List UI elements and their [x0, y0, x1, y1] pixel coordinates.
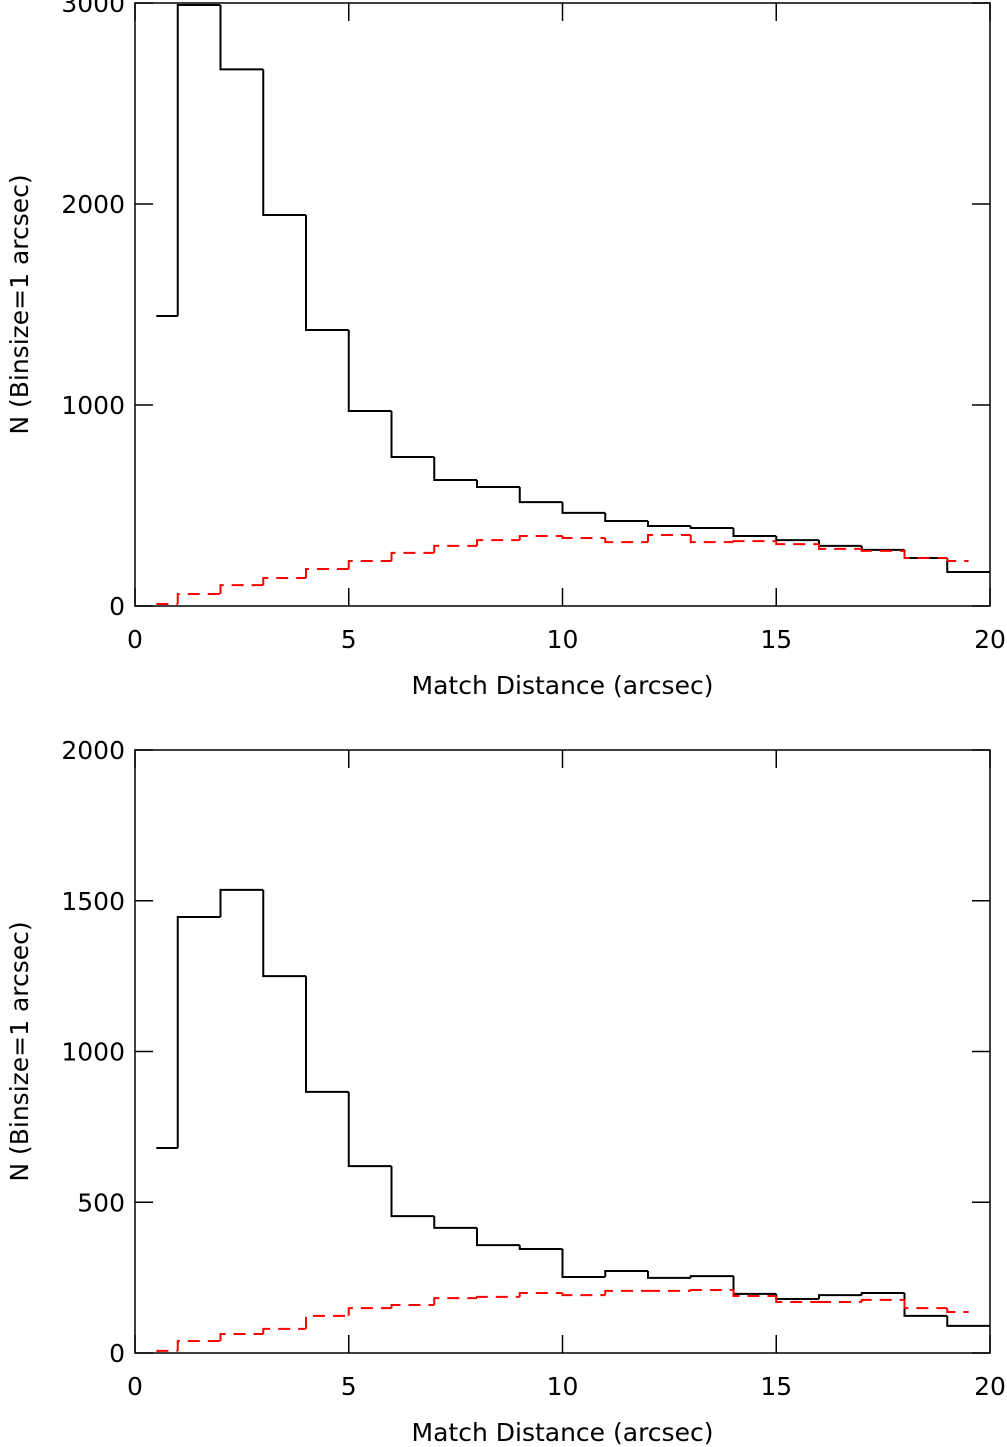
histogram-step	[604, 538, 648, 544]
histogram-step	[689, 1288, 734, 1291]
y-tick-label: 0	[109, 1339, 125, 1368]
histogram-step	[689, 526, 734, 530]
y-tick-label: 1000	[61, 391, 125, 420]
histogram-step	[689, 535, 734, 544]
histogram-step	[946, 557, 990, 574]
histogram-step	[433, 1216, 477, 1229]
y-axis-label: N (Binsize=1 arcsec)	[5, 174, 34, 434]
histogram-step	[818, 540, 862, 547]
histogram-step	[176, 1339, 221, 1351]
y-tick-label: 2000	[61, 190, 125, 219]
histogram-step	[305, 976, 349, 1093]
histogram-step	[347, 559, 392, 570]
histogram-step	[561, 1248, 606, 1279]
histogram-step	[860, 1298, 905, 1303]
histogram-step	[390, 411, 435, 459]
x-tick-label: 15	[760, 625, 792, 654]
histogram-step	[647, 534, 691, 543]
x-tick-label: 15	[760, 1372, 792, 1401]
histogram-step	[262, 69, 306, 217]
x-tick-label: 5	[341, 1372, 357, 1401]
histogram-step	[860, 548, 905, 552]
y-tick-label: 1000	[61, 1038, 125, 1067]
histogram-step	[561, 502, 606, 514]
histogram-step	[946, 1308, 969, 1313]
histogram-step	[262, 889, 306, 978]
histogram-step	[262, 1327, 306, 1335]
y-tick-label: 3000	[61, 0, 125, 18]
histogram-step	[775, 536, 819, 542]
histogram-step	[518, 1245, 563, 1250]
histogram-step	[561, 536, 606, 540]
histogram-step	[604, 512, 648, 522]
histogram-step	[176, 916, 221, 1148]
histogram-step	[561, 1293, 606, 1297]
histogram-step	[946, 1315, 990, 1327]
y-tick-label: 0	[109, 592, 125, 621]
histogram-step	[476, 1295, 520, 1299]
histogram-step	[647, 1270, 691, 1279]
histogram-step	[689, 1275, 734, 1278]
histogram-step	[390, 551, 435, 561]
histogram-step	[946, 557, 969, 562]
histogram-step	[903, 1293, 948, 1317]
x-tick-label: 10	[547, 1372, 579, 1401]
x-tick-label: 20	[974, 1372, 1006, 1401]
histogram-step	[647, 520, 691, 528]
histogram-step	[732, 1289, 777, 1298]
histogram-step	[732, 1276, 777, 1295]
x-tick-label: 20	[974, 625, 1006, 654]
histogram-step	[305, 215, 349, 332]
histogram-step	[604, 1269, 648, 1278]
histogram-step	[518, 535, 563, 541]
histogram-step	[818, 544, 862, 550]
histogram-step	[903, 1299, 948, 1310]
histogram-step	[604, 1289, 648, 1296]
y-tick-label: 500	[77, 1188, 125, 1217]
histogram-step	[518, 487, 563, 504]
histogram-step	[176, 592, 221, 604]
histogram-step	[219, 1333, 264, 1341]
histogram-step	[732, 540, 777, 543]
histogram-step	[903, 550, 948, 559]
histogram-step	[219, 888, 264, 918]
histogram-step	[476, 479, 520, 489]
histogram-step	[433, 544, 477, 553]
x-axis-label: Match Distance (arcsec)	[412, 671, 714, 700]
x-tick-label: 0	[127, 1372, 143, 1401]
histogram-step	[775, 541, 819, 546]
x-tick-label: 10	[547, 625, 579, 654]
y-tick-label: 2000	[61, 736, 125, 765]
y-axis-label: N (Binsize=1 arcsec)	[5, 921, 34, 1181]
histogram-step	[903, 549, 948, 559]
histogram-step	[390, 1304, 435, 1309]
histogram-step	[775, 1296, 819, 1304]
x-tick-label: 5	[341, 625, 357, 654]
histogram-step	[219, 584, 264, 594]
x-axis-label: Match Distance (arcsec)	[412, 1418, 714, 1447]
histogram-step	[818, 1294, 862, 1300]
histogram-step	[219, 5, 264, 71]
histogram-step	[860, 1292, 905, 1296]
y-tick-label: 1500	[61, 887, 125, 916]
histogram-step	[433, 457, 477, 481]
histogram-step	[476, 1227, 520, 1247]
histogram-step	[305, 1314, 349, 1329]
histogram-step	[347, 330, 392, 413]
histogram-step	[347, 1307, 392, 1316]
histogram-step	[775, 1293, 819, 1301]
histogram-step	[390, 1166, 435, 1218]
histogram-step	[305, 568, 349, 579]
histogram-step	[433, 1297, 477, 1306]
histogram-step	[860, 545, 905, 551]
histogram-step	[347, 1091, 392, 1168]
histogram-step	[176, 4, 221, 316]
histogram-step	[476, 539, 520, 546]
x-tick-label: 0	[127, 625, 143, 654]
histogram-step	[518, 1292, 563, 1297]
histogram-step	[732, 528, 777, 538]
histogram-step	[262, 577, 306, 586]
